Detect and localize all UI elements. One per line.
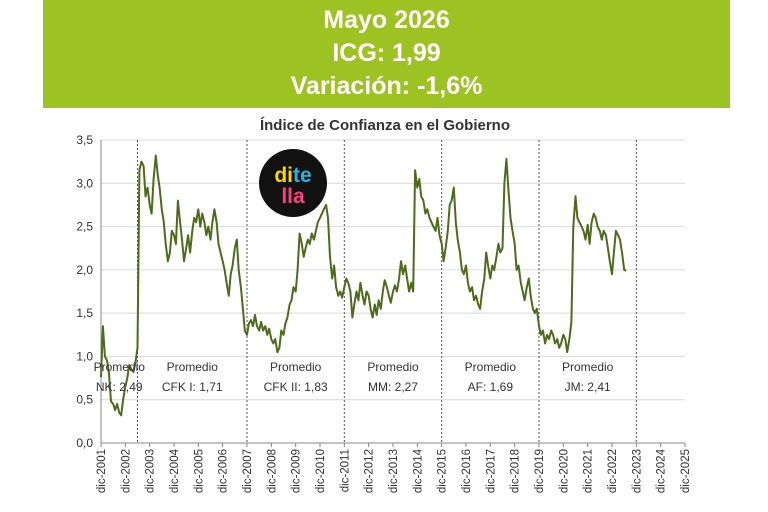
x-tick-label: dic-2001 (96, 449, 108, 493)
x-tick-label: dic-2025 (680, 449, 692, 493)
header-month: Mayo 2026 (323, 6, 450, 34)
x-tick-label: dic-2017 (485, 449, 497, 493)
x-tick-label: dic-2014 (412, 448, 424, 493)
x-tick-label: dic-2020 (558, 449, 570, 493)
y-tick-label: 1,0 (76, 349, 93, 363)
annotation-value: JM: 2,41 (565, 380, 611, 394)
x-tick-label: dic-2011 (339, 449, 351, 492)
y-tick-label: 2,0 (76, 263, 93, 277)
x-tick-label: dic-2013 (388, 449, 400, 493)
header-banner: Mayo 2026 ICG: 1,99 Variación: -1,6% (43, 0, 730, 108)
x-tick-label: dic-2012 (364, 449, 376, 493)
annotation-label: Promedio (562, 360, 614, 374)
annotation-value: CFK II: 1,83 (264, 380, 328, 394)
x-tick-label: dic-2015 (437, 449, 449, 493)
annotation-label: Promedio (94, 360, 146, 374)
grid-lines (101, 139, 685, 401)
x-tick-label: dic-2022 (607, 449, 619, 493)
x-axis-ticks: dic-2001 dic-2002 dic-2003 dic-2004 dic-2005… (96, 443, 692, 493)
y-tick-label: 3,0 (76, 176, 93, 190)
chart-title: Índice de Confianza en el Gobierno (260, 117, 510, 134)
header-icg-value: ICG: 1,99 (332, 39, 441, 67)
y-tick-label: 3,5 (76, 133, 93, 147)
ditella-logo: dite lla (259, 149, 327, 217)
header-variation: Variación: -1,6% (290, 72, 483, 100)
annotation-label: Promedio (367, 360, 419, 374)
period-dividers (137, 140, 637, 443)
x-tick-label: dic-2008 (266, 449, 278, 493)
period-annotations: Promedio NK: 2,49 Promedio CFK I: 1,71 Prome… (94, 360, 614, 394)
x-tick-label: dic-2018 (510, 449, 522, 493)
annotation-value: MM: 2,27 (368, 380, 418, 394)
x-tick-label: dic-2005 (193, 449, 205, 493)
logo-part-di: di (274, 164, 293, 187)
series-line (100, 154, 627, 417)
x-tick-label: dic-2006 (218, 449, 230, 493)
y-tick-label: 2,5 (76, 220, 93, 234)
annotation-value: NK: 2,49 (96, 380, 143, 394)
x-tick-label: dic-2010 (315, 449, 327, 493)
confidence-line-chart: Índice de Confianza en el Gobierno 0,00,… (76, 117, 692, 493)
y-tick-label: 0,5 (76, 393, 93, 407)
y-tick-label: 1,5 (76, 306, 93, 320)
y-axis-ticks: 0,0 0,5 1,0 1,5 2,0 2,5 3,0 3,5 (76, 133, 93, 450)
logo-part-te: te (293, 164, 312, 187)
logo-circle (259, 149, 327, 217)
y-tick-label: 0,0 (76, 436, 93, 450)
x-tick-label: dic-2009 (291, 449, 303, 493)
x-tick-label: dic-2007 (242, 449, 254, 493)
annotation-label: Promedio (167, 360, 219, 374)
x-tick-label: dic-2002 (120, 449, 132, 493)
x-tick-label: dic-2016 (461, 449, 473, 493)
x-tick-label: dic-2023 (631, 449, 643, 493)
x-tick-label: dic-2003 (145, 449, 157, 493)
x-tick-label: dic-2021 (583, 449, 595, 493)
annotation-label: Promedio (270, 360, 322, 374)
x-tick-label: dic-2024 (656, 448, 668, 493)
annotation-label: Promedio (465, 360, 517, 374)
logo-top-text: dite (274, 164, 311, 187)
logo-part-lla: lla (281, 185, 305, 208)
x-tick-label: dic-2019 (534, 449, 546, 493)
annotation-value: CFK I: 1,71 (162, 380, 223, 394)
annotation-value: AF: 1,69 (468, 380, 514, 394)
x-tick-label: dic-2004 (169, 448, 181, 493)
